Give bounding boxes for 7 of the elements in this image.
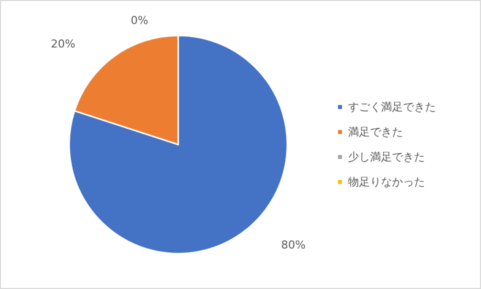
data-label: 20% <box>50 38 76 51</box>
data-label: 80% <box>281 238 306 252</box>
legend-label: 物足りなかった <box>348 176 425 188</box>
legend-label: 満足できた <box>348 126 403 138</box>
text: 0% <box>130 14 148 27</box>
legend-label: 少し満足できた <box>348 150 425 164</box>
legend-label: すごく満足できた <box>348 100 436 114</box>
